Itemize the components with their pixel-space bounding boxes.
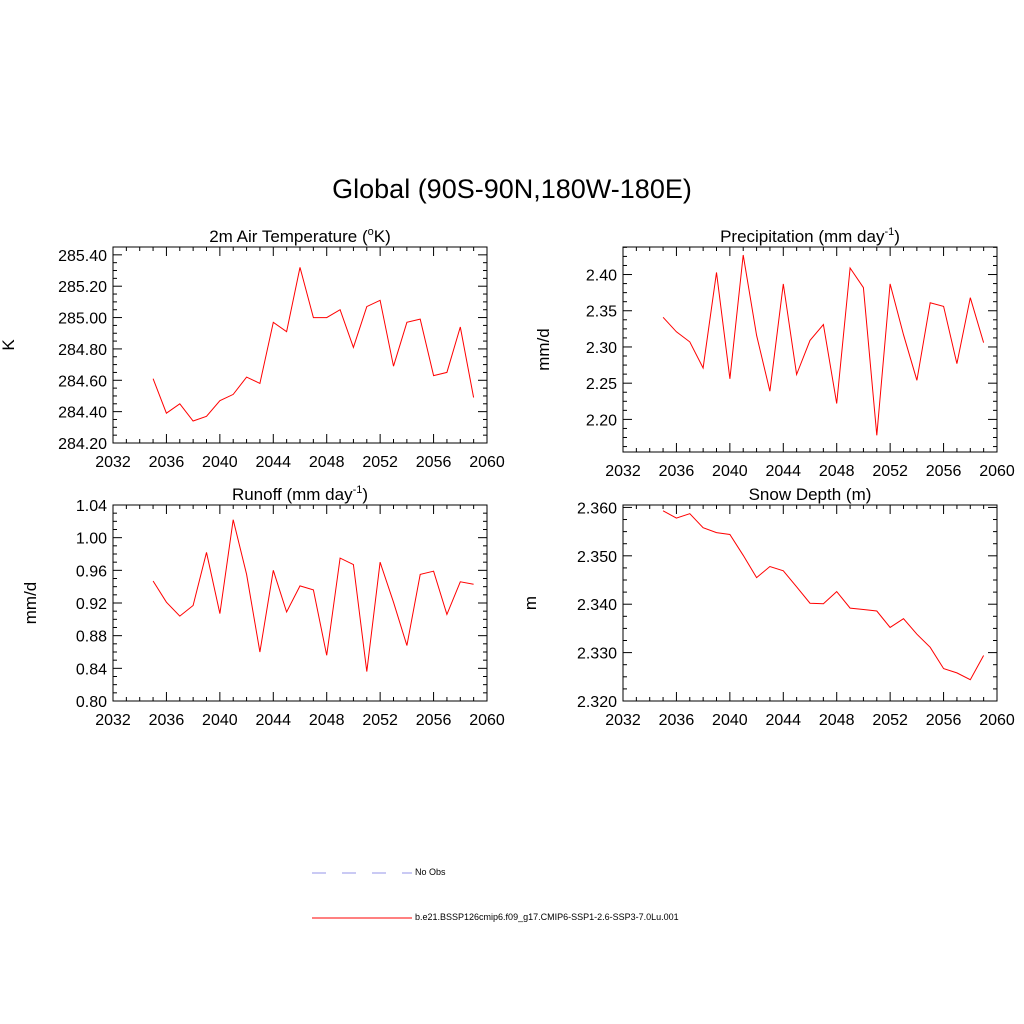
y-tick-label: 0.84	[76, 661, 107, 678]
x-tick-label: 2036	[149, 454, 185, 471]
x-tick-label: 2052	[362, 454, 398, 471]
x-tick-label: 2060	[469, 454, 505, 471]
y-tick-label: 1.00	[76, 531, 107, 548]
x-tick-label: 2052	[872, 463, 908, 480]
y-axis-label: mm/d	[534, 328, 553, 371]
x-tick-label: 2036	[659, 712, 695, 729]
x-tick-label: 2060	[469, 712, 505, 729]
y-axis-label: m	[521, 596, 540, 610]
x-tick-label: 2032	[95, 454, 131, 471]
y-tick-label: 2.330	[577, 646, 617, 663]
x-tick-label: 2052	[362, 712, 398, 729]
y-tick-label: 1.04	[76, 498, 107, 515]
y-tick-label: 284.60	[58, 373, 107, 390]
y-axis-label: mm/d	[21, 582, 40, 625]
y-tick-label: 2.20	[586, 412, 617, 429]
y-tick-label: 285.40	[58, 248, 107, 265]
panel-title: Precipitation (mm day-1)	[720, 226, 900, 246]
x-tick-label: 2056	[416, 454, 452, 471]
x-tick-label: 2052	[872, 712, 908, 729]
panel-title: Snow Depth (m)	[749, 485, 872, 504]
x-tick-label: 2048	[819, 463, 855, 480]
legend	[312, 872, 412, 919]
y-tick-label: 2.40	[586, 268, 617, 285]
x-tick-label: 2036	[149, 712, 185, 729]
series-line	[152, 519, 474, 672]
y-tick-label: 0.96	[76, 563, 107, 580]
y-tick-label: 2.320	[577, 694, 617, 711]
x-tick-label: 2032	[605, 712, 641, 729]
y-tick-label: 2.35	[586, 304, 617, 321]
series-line	[662, 254, 985, 436]
legend-label-model-run: b.e21.BSSP126cmip6.f09_g17.CMIP6-SSP1-2.…	[415, 912, 679, 922]
x-tick-label: 2044	[765, 712, 801, 729]
x-tick-label: 2036	[659, 463, 695, 480]
y-tick-label: 2.340	[577, 597, 617, 614]
x-tick-label: 2032	[605, 463, 641, 480]
figure-title: Global (90S-90N,180W-180E)	[332, 174, 692, 204]
y-tick-label: 284.40	[58, 405, 107, 422]
x-tick-label: 2056	[416, 712, 452, 729]
x-tick-label: 2044	[255, 454, 291, 471]
plot-frame	[622, 246, 998, 453]
y-axis-label: K	[0, 339, 18, 351]
y-tick-label: 2.25	[586, 376, 617, 393]
y-tick-label: 2.350	[577, 549, 617, 566]
x-tick-label: 2048	[309, 454, 345, 471]
y-tick-label: 0.80	[76, 694, 107, 711]
y-tick-label: 2.30	[586, 340, 617, 357]
x-tick-label: 2048	[819, 712, 855, 729]
y-tick-label: 0.92	[76, 596, 107, 613]
chart-panel-3: Runoff (mm day-1) mm/d 2032 2036 2040 2044 204…	[21, 484, 505, 729]
y-tick-label: 285.20	[58, 279, 107, 296]
y-tick-label: 285.00	[58, 311, 107, 328]
x-tick-label: 2032	[95, 712, 131, 729]
y-tick-label: 0.88	[76, 629, 107, 646]
plot-frame	[112, 246, 488, 444]
chart-panel-4: Snow Depth (m) m 2032 2036 2040 2044 2048 2052 2…	[521, 485, 1015, 729]
series-line	[152, 267, 475, 422]
x-tick-label: 2060	[979, 463, 1015, 480]
x-tick-label: 2048	[309, 712, 345, 729]
x-tick-label: 2044	[765, 463, 801, 480]
panel-title: 2m Air Temperature (oK)	[209, 226, 391, 246]
panel-title: Runoff (mm day-1)	[232, 484, 368, 504]
x-tick-label: 2040	[712, 463, 748, 480]
legend-label-no-obs: No Obs	[415, 867, 446, 877]
y-tick-label: 284.80	[58, 342, 107, 359]
x-tick-label: 2056	[926, 712, 962, 729]
plot-frame	[112, 504, 488, 702]
chart-panel-1: 2m Air Temperature (oK) K 2032 2036 2040 2044…	[0, 226, 505, 471]
x-tick-label: 2060	[979, 712, 1015, 729]
chart-panel-2: Precipitation (mm day-1) mm/d 2032 2036 2040…	[534, 226, 1015, 480]
y-tick-label: 284.20	[58, 436, 107, 453]
x-tick-label: 2040	[712, 712, 748, 729]
y-tick-label: 2.360	[577, 500, 617, 517]
series-line	[662, 510, 985, 681]
x-tick-label: 2040	[202, 712, 238, 729]
x-tick-label: 2044	[255, 712, 291, 729]
x-tick-label: 2040	[202, 454, 238, 471]
x-tick-label: 2056	[926, 463, 962, 480]
